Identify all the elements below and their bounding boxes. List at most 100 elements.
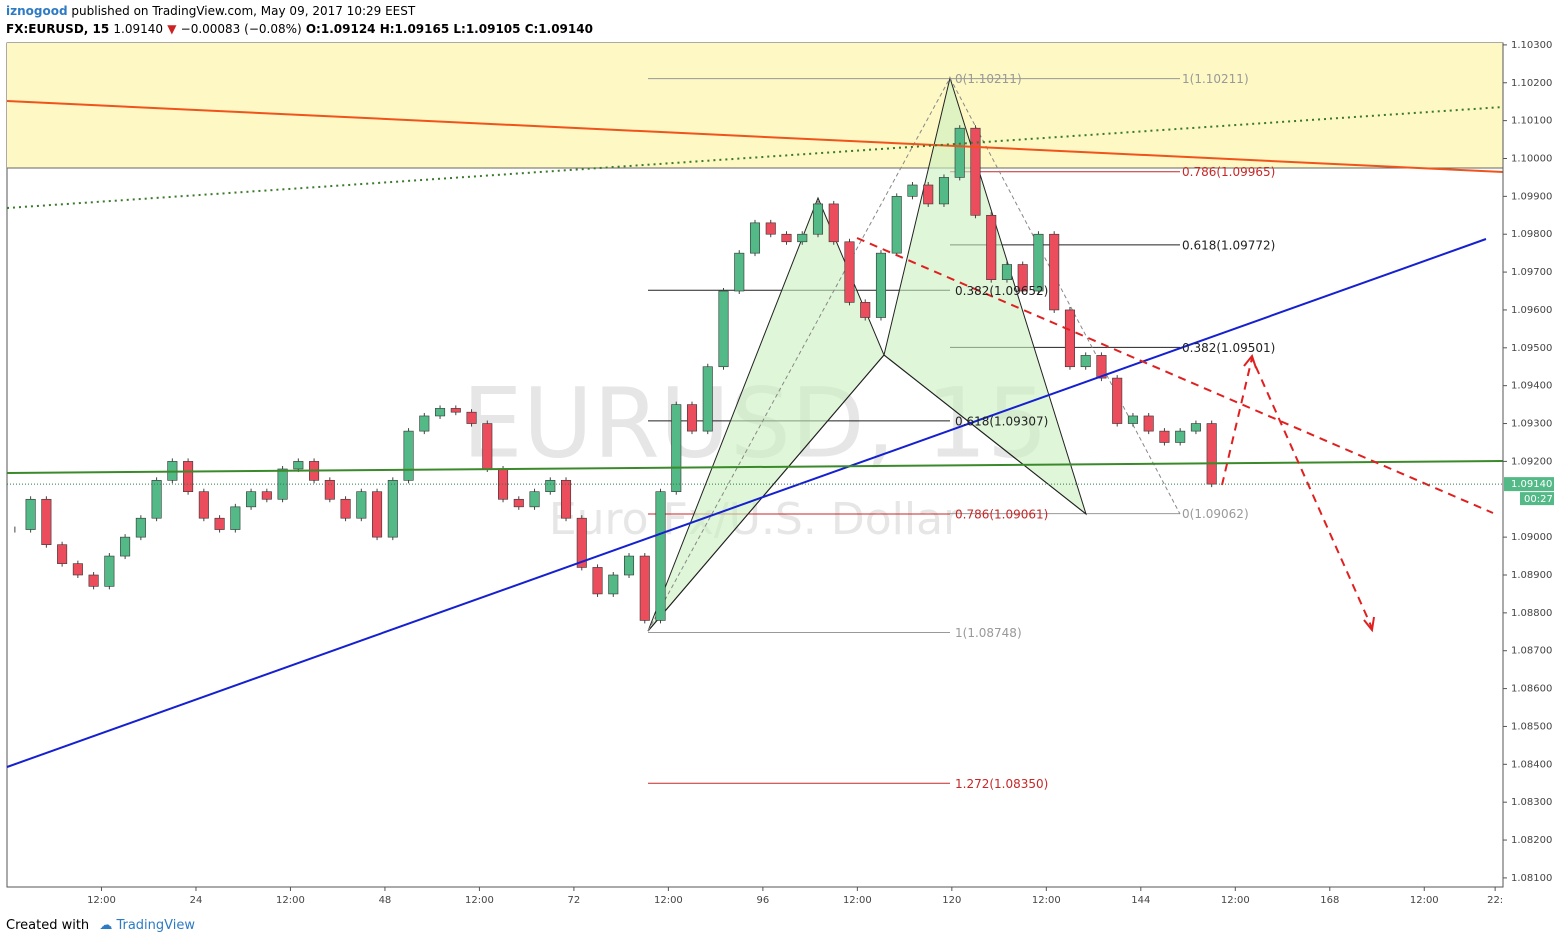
x-tick-label: 12:00 [843,895,872,906]
candle-body [718,290,729,368]
dotted-trendline [6,106,1504,209]
candle-body [907,184,918,197]
candle-body [1080,355,1091,368]
y-tick-label: 1.10300 [1511,40,1552,51]
candle-body [387,480,398,538]
candle-body [639,555,650,621]
author[interactable]: iznogood [6,4,68,18]
fib-label: 1(1.08748) [955,626,1022,640]
candle-body [1190,423,1201,432]
candle-body [623,555,635,576]
harmonic-legs [647,354,1087,632]
created-with: Created with [6,918,90,933]
x-tick-label: 48 [379,895,392,906]
candle-body [450,408,461,413]
high: H:1.09165 [379,22,450,36]
candle-body [1017,264,1028,292]
candle-body [1127,415,1138,424]
candle-body [277,468,288,500]
y-tick-label: 1.08500 [1511,721,1552,732]
last-price-tag [1504,477,1554,492]
candle-body [734,252,745,292]
candle-body [1064,309,1075,368]
candle-body [372,491,383,538]
y-tick-label: 1.09200 [1511,456,1552,467]
y-tick-label: 1.10200 [1511,78,1552,89]
candle-body [72,563,83,576]
x-tick-label: 22: [1487,895,1503,906]
candle-body [246,491,257,508]
green-line [6,460,1504,474]
candle-body [198,491,209,519]
candle-body [1143,415,1154,432]
candle-body [513,498,524,508]
candle-body [828,203,839,243]
candle-body [970,127,981,216]
low: L:1.09105 [453,22,521,36]
candle-body [57,544,68,564]
fib-label: 1(1.10211) [1182,72,1249,86]
candle-body [356,491,367,519]
resistance-zone [7,43,1503,168]
brand[interactable]: ☁ TradingView [99,918,195,933]
candle-body [41,498,52,546]
candle-body [25,498,36,530]
countdown: 00:27 [1524,494,1553,505]
y-tick-label: 1.09300 [1511,419,1552,430]
candle-body [88,574,99,587]
candle-body [592,567,603,595]
header-line: iznogood published on TradingView.com, M… [6,4,415,18]
candle-body [844,241,855,303]
candle-body [324,480,335,500]
harmonic-diagonals [647,76,1181,632]
arrow-head [1243,353,1257,369]
x-tick-label: 12:00 [654,895,683,906]
y-tick-label: 1.08600 [1511,684,1552,695]
fib-label: 0(1.09062) [1182,507,1249,521]
candle-body [702,366,713,432]
candle-body [104,555,115,587]
candle-body [671,404,682,492]
candle-body [765,222,776,235]
candle-body [576,517,587,568]
open: O:1.09124 [305,22,376,36]
candle-body [529,491,540,508]
fib-label: 0.786(1.09965) [1182,165,1275,179]
y-tick-label: 1.09600 [1511,305,1552,316]
x-tick-label: 12:00 [1221,895,1250,906]
y-tick-label: 1.08100 [1511,873,1552,884]
brand-name[interactable]: TradingView [116,918,195,933]
x-tick-label: 12:00 [1032,895,1061,906]
candle-body [214,517,225,530]
close: C:1.09140 [524,22,593,36]
x-tick-label: 96 [757,895,770,906]
candle-body [1206,423,1217,485]
y-tick-label: 1.08300 [1511,797,1552,808]
candle-body [1112,377,1123,424]
candle-body [403,430,414,481]
candle-body [954,127,965,178]
symbol: FX:EURUSD, 15 [6,22,110,36]
candle-body [781,233,792,243]
chart: EURUSD, 15Euro Fx/U.S. Dollar 1.081001.0… [6,40,1554,906]
y-tick-label: 1.08900 [1511,570,1552,581]
x-tick-label: 120 [942,895,961,906]
candle-body [1001,264,1012,280]
fib-label: 0.382(1.09652) [955,284,1048,298]
candle-body [655,491,666,621]
candle-body [891,196,902,254]
candle-body [561,480,572,519]
candle-body [812,203,824,235]
x-tick-label: 72 [568,895,581,906]
candle-body [749,222,761,254]
y-tick-label: 1.10000 [1511,153,1552,164]
x-tick-label: 12:00 [276,895,305,906]
last-price-label: 1.09140 [1511,479,1552,490]
blue-trendline [6,238,1487,768]
y-tick-label: 1.09000 [1511,532,1552,543]
fib-label: 0.618(1.09772) [1182,238,1275,252]
candle-body [923,184,934,205]
candle-body [230,506,241,530]
candle-body [1049,233,1060,311]
